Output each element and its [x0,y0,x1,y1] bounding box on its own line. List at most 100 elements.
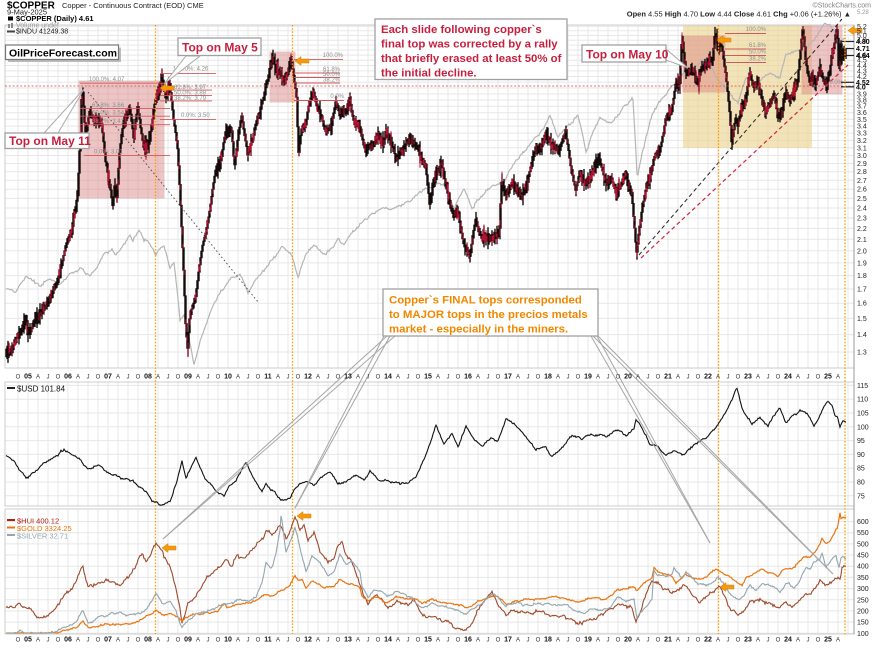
svg-text:O: O [136,375,141,381]
svg-text:4.4: 4.4 [857,63,867,70]
svg-text:A: A [476,375,480,381]
svg-text:O: O [376,638,381,644]
svg-text:13: 13 [344,637,352,644]
svg-text:A: A [196,638,200,644]
svg-text:80: 80 [857,480,865,487]
svg-text:$COPPER: $COPPER [7,1,56,12]
svg-text:market - especially in the min: market - especially in the miners. [389,324,568,336]
svg-text:Open 4.55 High 4.70 Low 4.44 C: Open 4.55 High 4.70 Low 4.44 Close 4.61 … [627,10,851,19]
svg-text:J: J [607,638,610,644]
svg-text:J: J [607,375,610,381]
svg-text:O: O [696,638,701,644]
svg-text:A: A [356,375,360,381]
svg-text:J: J [567,638,570,644]
svg-text:J: J [447,375,450,381]
svg-text:3.1: 3.1 [857,145,867,152]
svg-text:19: 19 [584,374,592,381]
svg-text:A: A [636,638,640,644]
svg-text:100.0%: 4.07: 100.0%: 4.07 [89,77,125,83]
svg-text:24: 24 [784,374,792,381]
svg-text:4.52: 4.52 [856,80,870,87]
svg-text:A: A [116,375,120,381]
svg-text:100.0%: 4.26: 100.0%: 4.26 [173,67,209,73]
svg-text:A: A [36,638,40,644]
svg-text:J: J [727,638,730,644]
svg-text:4.2: 4.2 [857,74,867,81]
svg-text:A: A [556,638,560,644]
svg-text:2.9: 2.9 [857,161,867,168]
svg-text:09: 09 [184,637,192,644]
svg-text:final top was corrected by a r: final top was corrected by a rally [381,39,558,51]
svg-text:2.3: 2.3 [857,216,867,223]
svg-text:4.5: 4.5 [857,58,867,65]
svg-text:0.0%: 3.50: 0.0%: 3.50 [181,113,210,119]
svg-text:O: O [336,375,341,381]
svg-text:J: J [87,375,90,381]
svg-text:O: O [536,375,541,381]
svg-text:J: J [487,638,490,644]
svg-text:3.0: 3.0 [857,153,867,160]
svg-text:2.6: 2.6 [857,187,867,194]
svg-text:J: J [47,638,50,644]
svg-text:J: J [127,375,130,381]
svg-text:38.2%: 3.41: 38.2%: 3.41 [92,119,125,125]
svg-text:17: 17 [504,374,512,381]
svg-text:J: J [767,638,770,644]
svg-text:J: J [327,638,330,644]
svg-text:12: 12 [304,637,312,644]
svg-text:17: 17 [504,637,512,644]
svg-text:O: O [456,638,461,644]
svg-text:O: O [96,375,101,381]
svg-text:J: J [647,638,650,644]
svg-text:50.0%: 50.0% [749,50,767,56]
svg-text:3.8: 3.8 [857,98,867,105]
svg-text:J: J [367,375,370,381]
svg-text:J: J [647,375,650,381]
svg-text:O: O [376,375,381,381]
svg-text:J: J [207,638,210,644]
svg-text:O: O [16,638,21,644]
svg-text:100: 100 [857,631,869,638]
svg-text:J: J [167,638,170,644]
svg-text:O: O [416,375,421,381]
svg-text:2.0: 2.0 [857,248,867,255]
svg-text:A: A [796,375,800,381]
svg-text:A: A [276,375,280,381]
svg-text:O: O [176,375,181,381]
svg-text:J: J [327,375,330,381]
svg-text:18: 18 [544,637,552,644]
svg-text:Top on May 5: Top on May 5 [182,41,258,55]
svg-text:06: 06 [64,374,72,381]
svg-text:$COPPER (Daily) 4.61: $COPPER (Daily) 4.61 [16,14,94,23]
svg-text:O: O [296,375,301,381]
svg-text:3.5: 3.5 [857,117,867,124]
svg-text:9-May-2025: 9-May-2025 [7,8,47,17]
svg-text:200: 200 [857,608,869,615]
svg-text:24: 24 [784,637,792,644]
svg-text:20: 20 [624,374,632,381]
svg-text:2.2: 2.2 [857,226,867,233]
svg-text:3.3: 3.3 [857,131,867,138]
svg-text:600: 600 [857,519,869,526]
svg-text:A: A [356,638,360,644]
svg-text:A: A [836,375,840,381]
svg-text:O: O [576,638,581,644]
svg-text:O: O [56,375,61,381]
svg-text:A: A [396,375,400,381]
svg-text:22: 22 [704,637,712,644]
svg-text:2.4: 2.4 [857,206,867,213]
svg-text:J: J [527,375,530,381]
svg-text:250: 250 [857,597,869,604]
svg-text:2.5: 2.5 [857,196,867,203]
svg-text:300: 300 [857,586,869,593]
svg-text:Each slide following copper`s: Each slide following copper`s [381,24,542,36]
svg-text:A: A [716,375,720,381]
svg-text:A: A [156,375,160,381]
svg-text:16: 16 [464,374,472,381]
svg-text:75: 75 [857,493,865,500]
svg-text:61.8%: 3.97: 61.8%: 3.97 [174,85,207,91]
svg-text:J: J [767,375,770,381]
svg-text:05: 05 [24,374,32,381]
svg-text:105: 105 [857,411,869,418]
svg-text:06: 06 [64,637,72,644]
